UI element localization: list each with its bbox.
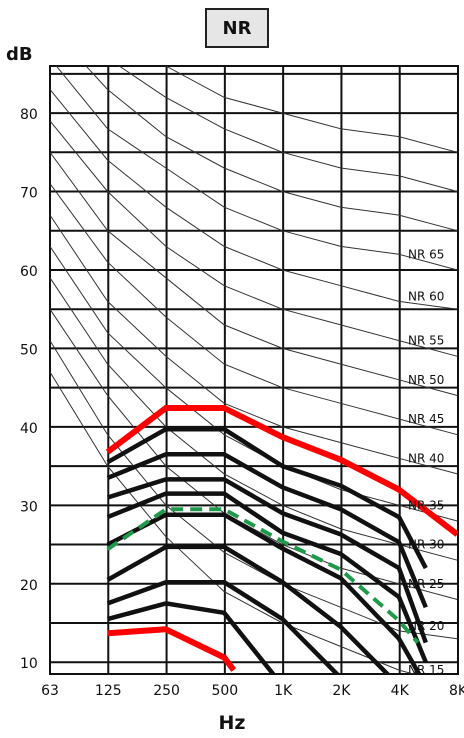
nr-curve <box>50 214 458 475</box>
measured-curve <box>106 491 428 664</box>
curve-labels: NR 15 NR 20 NR 25 NR 30 NR 35 NR 40 NR 45 NR 50… <box>408 247 444 677</box>
y-tick-label: 50 <box>20 342 38 358</box>
measured-curve <box>106 512 422 674</box>
plot-frame <box>49 65 459 675</box>
nr-curve-label: NR 30 <box>408 538 444 552</box>
nr-curve <box>55 66 458 271</box>
measured-curve <box>106 477 428 644</box>
y-axis-label: dB <box>6 44 33 65</box>
x-tick-label: 125 <box>95 683 122 699</box>
nr-curve <box>50 89 458 310</box>
x-tick-label: 63 <box>41 683 59 699</box>
measured-curve <box>106 544 391 674</box>
nr-curve-label: NR 55 <box>408 334 444 348</box>
nr-curve-label: NR 25 <box>408 577 444 591</box>
x-tick-label: 4K <box>391 683 410 699</box>
nr-curve <box>165 66 458 153</box>
y-tick-label: 30 <box>20 499 38 515</box>
y-tick-label: 80 <box>20 107 38 123</box>
red-curve <box>105 405 458 537</box>
nr-curve <box>85 66 458 232</box>
nr-curve-label: NR 40 <box>408 451 444 465</box>
y-tick-label: 20 <box>20 578 38 594</box>
grid <box>49 65 459 675</box>
chart-title: NR <box>205 8 269 48</box>
nr-curve-label: NR 60 <box>408 290 444 304</box>
measured-curve <box>106 452 428 609</box>
nr-curve <box>50 152 458 396</box>
nr-curve-label: NR 65 <box>408 247 444 261</box>
y-tick-label: 10 <box>20 656 38 672</box>
measured-curve <box>107 601 276 674</box>
y-tick-label: 40 <box>20 421 38 437</box>
nr-curve-label: NR 15 <box>408 663 444 677</box>
nr-curve-label: NR 20 <box>408 619 444 633</box>
measured-curves <box>106 426 428 674</box>
highlight-curves <box>105 405 458 672</box>
axis-ticks: 63 125 250 500 1K 2K 4K 8K 10 20 30 40 50 60 70 80 <box>20 107 464 699</box>
nr-curve-label: NR 50 <box>408 373 444 387</box>
x-tick-label: 250 <box>153 683 180 699</box>
x-tick-label: 1K <box>274 683 293 699</box>
nr-curve <box>50 277 458 561</box>
green-dashed-curve <box>106 507 420 644</box>
x-axis-label: Hz <box>218 712 246 734</box>
measured-curve <box>106 579 341 674</box>
nr-curve <box>118 66 458 192</box>
nr-curve <box>50 120 458 357</box>
nr-curve <box>50 246 458 522</box>
y-tick-label: 60 <box>20 264 38 280</box>
nr-curve <box>50 308 458 600</box>
y-tick-label: 70 <box>20 186 38 202</box>
nr-curve-label: NR 35 <box>408 498 444 512</box>
red-curve <box>107 626 237 672</box>
nr-curve-label: NR 45 <box>408 412 444 426</box>
x-tick-label: 2K <box>332 683 351 699</box>
x-tick-label: 8K <box>449 683 464 699</box>
nr-curve <box>50 183 458 436</box>
nr-curve <box>50 371 416 674</box>
x-tick-label: 500 <box>211 683 238 699</box>
measured-curve <box>106 426 428 570</box>
